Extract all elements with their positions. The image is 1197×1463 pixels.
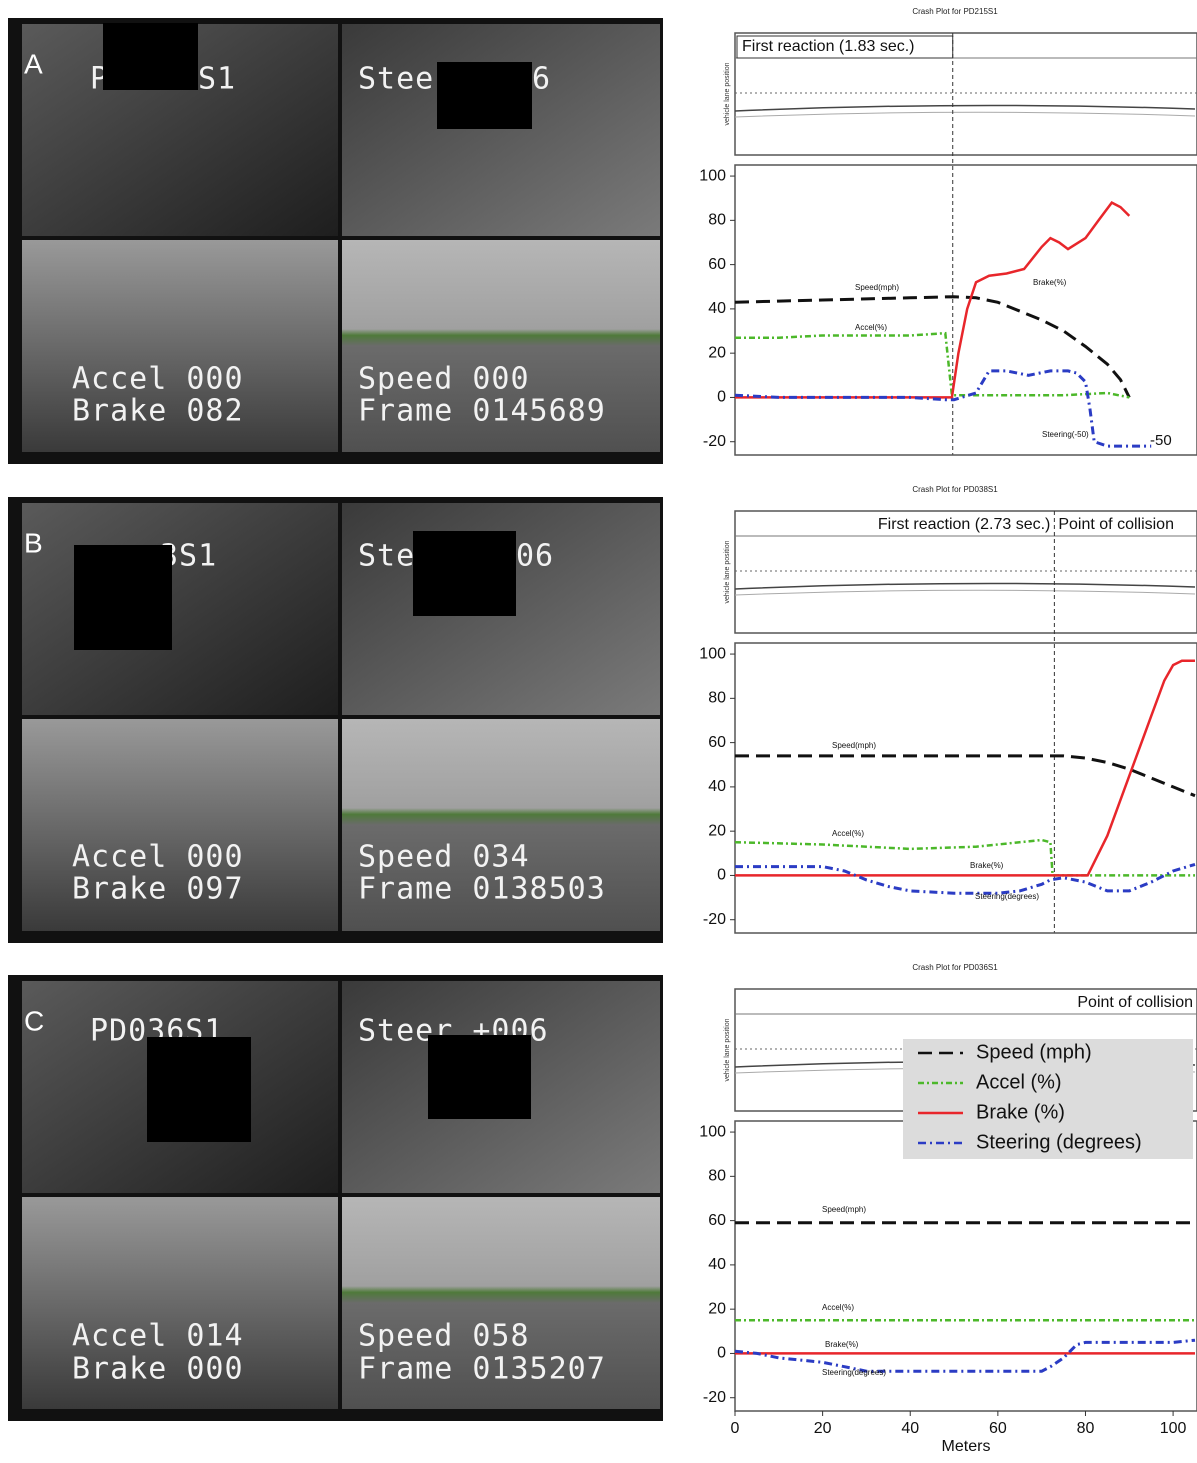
series-label: Brake(%) bbox=[1033, 278, 1067, 287]
video-overlay-text: 6 bbox=[532, 62, 551, 97]
y-tick-label: 0 bbox=[717, 389, 726, 406]
video-overlay-text: 06 bbox=[516, 539, 554, 574]
lane-track bbox=[735, 105, 1195, 111]
annotation: Point of collision bbox=[1058, 516, 1174, 533]
y-tick-label: 40 bbox=[708, 300, 726, 317]
y-tick-label: 40 bbox=[708, 778, 726, 795]
lane-axis-label: vehicle lane position bbox=[724, 1018, 731, 1081]
lane-axis-label: vehicle lane position bbox=[724, 540, 731, 603]
panel-letter: C bbox=[24, 1005, 44, 1036]
x-tick-label: 20 bbox=[814, 1420, 832, 1437]
series-line bbox=[735, 297, 1129, 398]
series-label: Steering(degrees) bbox=[975, 892, 1039, 901]
redaction-box bbox=[103, 23, 198, 90]
panel-letter: A bbox=[24, 48, 43, 79]
chart-title: Crash Plot for PD036S1 bbox=[912, 963, 998, 972]
video-overlay-text: Stee bbox=[358, 62, 434, 97]
lane-track bbox=[735, 112, 1195, 117]
y-tick-label: 20 bbox=[708, 1300, 726, 1317]
y-tick-label: 60 bbox=[708, 1212, 726, 1229]
series-label: Speed(mph) bbox=[855, 283, 899, 292]
annotation: First reaction (1.83 sec.) bbox=[742, 38, 915, 55]
video-overlay-text: Speed 058 bbox=[358, 1319, 530, 1354]
lane-axis-label: vehicle lane position bbox=[724, 62, 731, 125]
plot-frame bbox=[735, 1121, 1197, 1411]
redaction-box bbox=[437, 62, 532, 129]
y-tick-label: 60 bbox=[708, 734, 726, 751]
series-label: Accel(%) bbox=[855, 323, 887, 332]
x-tick-label: 60 bbox=[989, 1420, 1007, 1437]
video-overlay-text: Accel 000 bbox=[72, 362, 244, 397]
x-axis-label: Meters bbox=[942, 1438, 991, 1455]
video-overlay-text: Accel 000 bbox=[72, 840, 244, 875]
y-tick-label: -20 bbox=[703, 433, 726, 450]
redaction-box bbox=[428, 1035, 531, 1119]
figure: PS1Stee6Accel 000Brake 082Speed 000Frame… bbox=[0, 0, 1197, 1463]
series-label: Accel(%) bbox=[822, 1303, 854, 1312]
video-overlay-text: S1 bbox=[198, 62, 236, 97]
series-label: Accel(%) bbox=[832, 829, 864, 838]
chart-title: Crash Plot for PD038S1 bbox=[912, 485, 998, 494]
legend-label: Brake (%) bbox=[976, 1101, 1065, 1123]
x-tick-label: 80 bbox=[1077, 1420, 1095, 1437]
y-tick-label: 80 bbox=[708, 690, 726, 707]
series-label: Steering(-50) bbox=[1042, 430, 1089, 439]
redaction-box bbox=[74, 545, 172, 650]
y-tick-label: 0 bbox=[717, 867, 726, 884]
y-tick-label: 20 bbox=[708, 822, 726, 839]
lane-track bbox=[735, 590, 1195, 595]
x-tick-label: 0 bbox=[731, 1420, 740, 1437]
y-tick-label: 60 bbox=[708, 256, 726, 273]
panel-letter: B bbox=[24, 527, 43, 558]
series-label: Brake(%) bbox=[825, 1340, 859, 1349]
series-label: Steering(degrees) bbox=[822, 1368, 886, 1377]
series-line bbox=[735, 203, 1129, 398]
y-tick-label: 100 bbox=[699, 645, 726, 662]
annotation: Point of collision bbox=[1077, 994, 1193, 1011]
series-label: Speed(mph) bbox=[822, 1205, 866, 1214]
y-tick-label: 40 bbox=[708, 1256, 726, 1273]
series-line bbox=[735, 756, 1195, 796]
video-overlay-text: Speed 000 bbox=[358, 362, 530, 397]
y-tick-label: 80 bbox=[708, 212, 726, 229]
series-line bbox=[735, 840, 1195, 875]
video-overlay-text: Ste bbox=[358, 539, 415, 574]
y-tick-label: 100 bbox=[699, 1123, 726, 1140]
y-tick-label: 0 bbox=[717, 1345, 726, 1362]
video-overlay-text: Frame 0135207 bbox=[358, 1352, 606, 1387]
y-tick-label: 100 bbox=[699, 167, 726, 184]
redaction-box bbox=[147, 1037, 251, 1142]
x-tick-label: 40 bbox=[901, 1420, 919, 1437]
y-tick-label: -20 bbox=[703, 911, 726, 928]
video-overlay-text: Brake 082 bbox=[72, 394, 244, 429]
y-tick-label: -20 bbox=[703, 1389, 726, 1406]
legend-label: Speed (mph) bbox=[976, 1041, 1092, 1063]
redaction-box bbox=[413, 531, 516, 616]
video-overlay-text: Speed 034 bbox=[358, 840, 530, 875]
series-line bbox=[735, 1340, 1195, 1371]
lane-track bbox=[735, 583, 1195, 589]
video-overlay-text: Brake 000 bbox=[72, 1352, 244, 1387]
series-line bbox=[735, 661, 1195, 876]
series-line bbox=[735, 864, 1195, 893]
legend-label: Accel (%) bbox=[976, 1071, 1062, 1093]
cam-driver bbox=[22, 503, 338, 715]
series-line bbox=[735, 371, 1151, 446]
video-overlay-text: Frame 0145689 bbox=[358, 394, 606, 429]
legend-label: Steering (degrees) bbox=[976, 1131, 1142, 1153]
series-label: Brake(%) bbox=[970, 861, 1004, 870]
cam-side bbox=[342, 24, 660, 236]
annotation: First reaction (2.73 sec.) bbox=[878, 516, 1051, 533]
video-overlay-text: Accel 014 bbox=[72, 1319, 244, 1354]
y-tick-label: 80 bbox=[708, 1168, 726, 1185]
video-overlay-text: Frame 0138503 bbox=[358, 872, 606, 907]
series-line bbox=[735, 333, 1129, 397]
video-overlay-text: Brake 097 bbox=[72, 872, 244, 907]
series-label: Speed(mph) bbox=[832, 741, 876, 750]
y-tick-label: 20 bbox=[708, 344, 726, 361]
series-end-label: -50 bbox=[1150, 432, 1172, 449]
x-tick-label: 100 bbox=[1160, 1420, 1187, 1437]
chart-title: Crash Plot for PD215S1 bbox=[912, 7, 998, 16]
